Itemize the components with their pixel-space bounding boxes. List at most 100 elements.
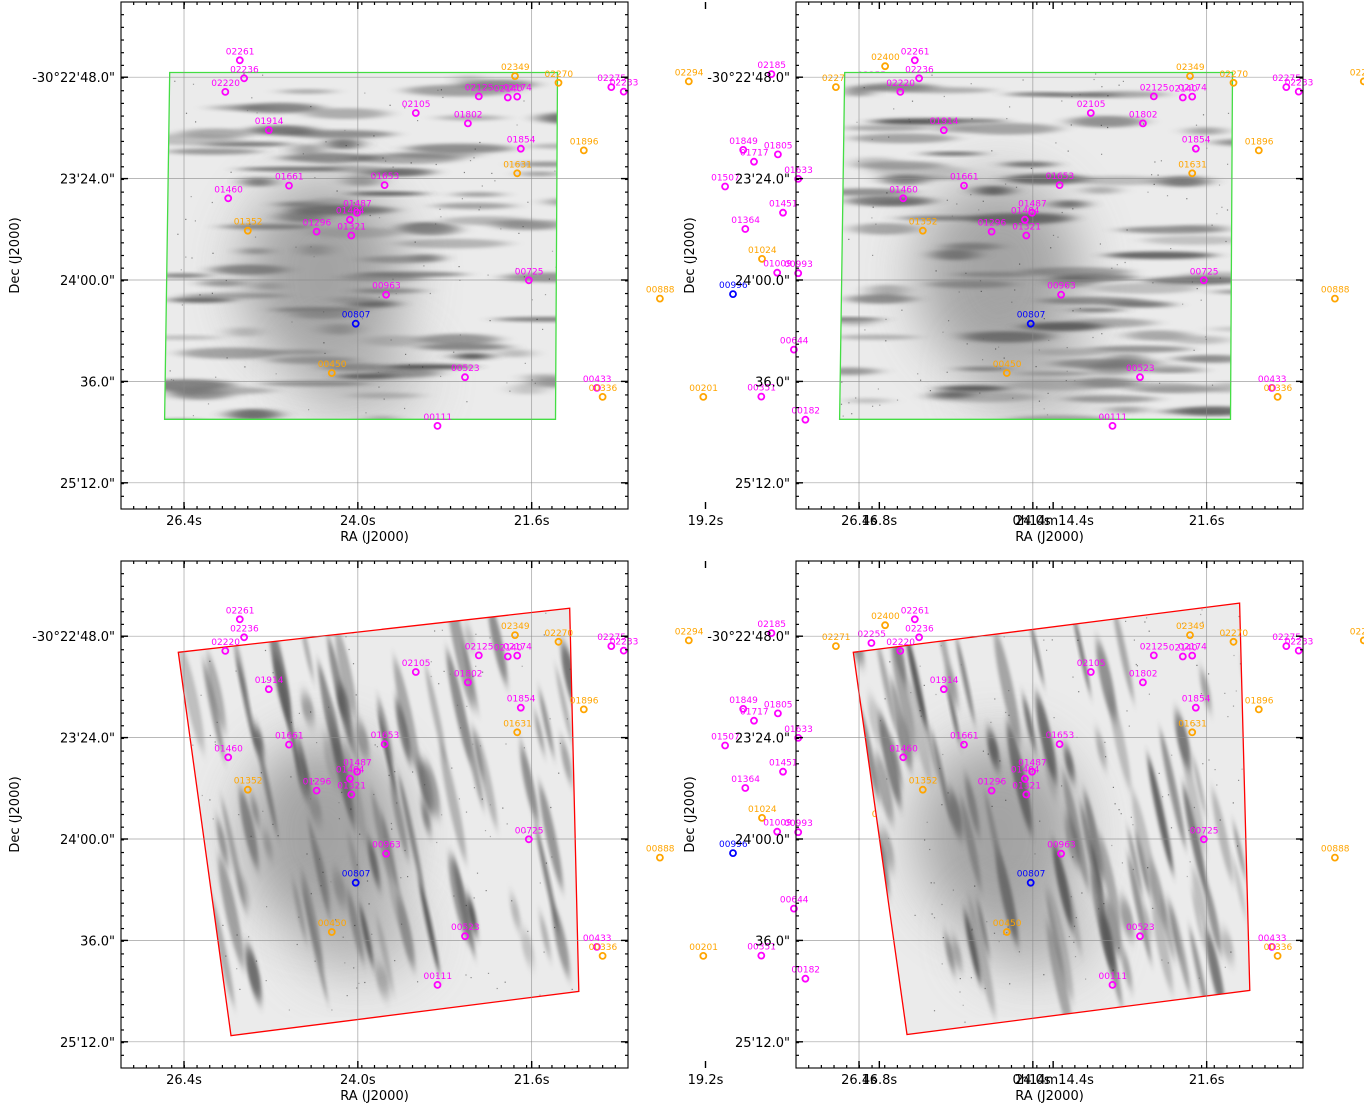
noise-speckle bbox=[371, 933, 373, 935]
noise-speckle bbox=[935, 693, 937, 696]
source-marker-01404 bbox=[345, 774, 354, 783]
source-marker-01914 bbox=[939, 126, 948, 135]
noise-speckle bbox=[1254, 744, 1255, 745]
noise-speckle bbox=[416, 437, 417, 438]
noise-speckle bbox=[867, 990, 869, 992]
noise-speckle bbox=[209, 734, 211, 737]
noise-speckle bbox=[122, 490, 123, 491]
noise-speckle bbox=[494, 1029, 496, 1031]
noise-speckle bbox=[345, 145, 347, 147]
spectral-trace bbox=[268, 356, 357, 364]
noise-speckle bbox=[835, 315, 836, 316]
noise-speckle bbox=[172, 581, 173, 582]
source-label-01296: 01296 bbox=[978, 778, 1007, 788]
spectral-trace bbox=[321, 323, 358, 335]
noise-speckle bbox=[1181, 623, 1184, 625]
source-marker-00182 bbox=[801, 415, 810, 424]
spectral-trace bbox=[954, 123, 1060, 135]
spectral-trace bbox=[1089, 345, 1190, 353]
y-tick-label: 36.0" bbox=[80, 934, 115, 949]
source-label-00888: 00888 bbox=[1321, 286, 1350, 296]
noise-speckle bbox=[1224, 692, 1226, 694]
spectral-trace bbox=[847, 398, 890, 404]
noise-speckle bbox=[1153, 183, 1155, 185]
spectral-trace bbox=[1211, 381, 1233, 393]
source-label-02233: 02233 bbox=[610, 638, 639, 648]
source-marker-02270 bbox=[554, 637, 563, 646]
noise-speckle bbox=[526, 1010, 528, 1012]
noise-speckle bbox=[216, 721, 218, 723]
noise-speckle bbox=[1257, 709, 1258, 710]
noise-speckle bbox=[799, 674, 800, 675]
noise-speckle bbox=[1016, 759, 1018, 761]
source-marker-01661 bbox=[285, 740, 293, 749]
noise-speckle bbox=[328, 706, 330, 708]
noise-speckle bbox=[394, 771, 396, 773]
source-label-01661: 01661 bbox=[950, 173, 979, 183]
noise-speckle bbox=[1057, 236, 1059, 238]
spectral-trace bbox=[179, 347, 283, 359]
source-marker-02233 bbox=[1294, 87, 1303, 96]
noise-speckle bbox=[566, 326, 567, 327]
source-label-02261: 02261 bbox=[901, 47, 930, 57]
x-tick-label: 19.2s bbox=[1363, 1073, 1364, 1088]
spectral-trace bbox=[1192, 868, 1208, 930]
source-marker-01352 bbox=[918, 226, 927, 235]
noise-speckle bbox=[982, 592, 983, 593]
noise-speckle bbox=[489, 835, 491, 838]
noise-speckle bbox=[813, 85, 814, 86]
noise-speckle bbox=[478, 209, 480, 211]
source-label-00644: 00644 bbox=[780, 896, 809, 906]
noise-speckle bbox=[173, 927, 174, 928]
source-marker-00996 bbox=[729, 849, 737, 858]
source-label-00725: 00725 bbox=[1190, 826, 1219, 836]
noise-speckle bbox=[400, 877, 402, 879]
noise-speckle bbox=[963, 185, 965, 187]
noise-speckle bbox=[1147, 12, 1148, 13]
noise-speckle bbox=[504, 981, 506, 983]
y-tick-label: 36.0" bbox=[755, 934, 790, 949]
spectral-trace bbox=[1119, 897, 1135, 939]
noise-speckle bbox=[256, 112, 258, 114]
noise-speckle bbox=[544, 294, 547, 296]
noise-speckle bbox=[207, 403, 210, 405]
x-tick-label: 19.2s bbox=[1363, 514, 1364, 529]
noise-speckle bbox=[888, 136, 890, 138]
noise-speckle bbox=[489, 637, 491, 639]
source-label-02125: 02125 bbox=[465, 642, 494, 652]
noise-speckle bbox=[810, 101, 811, 102]
noise-speckle bbox=[242, 479, 243, 480]
noise-speckle bbox=[607, 93, 608, 94]
spectral-trace bbox=[1130, 360, 1165, 365]
noise-speckle bbox=[1208, 759, 1210, 761]
noise-speckle bbox=[828, 245, 829, 246]
noise-speckle bbox=[1143, 123, 1145, 125]
noise-speckle bbox=[1188, 829, 1190, 831]
y-tick-label: 24'00.0" bbox=[735, 833, 790, 848]
source-label-02105: 02105 bbox=[1077, 659, 1106, 669]
spectral-trace bbox=[867, 284, 908, 297]
noise-speckle bbox=[1225, 240, 1227, 243]
noise-speckle bbox=[1056, 462, 1057, 463]
noise-speckle bbox=[871, 1060, 872, 1061]
noise-speckle bbox=[806, 792, 807, 793]
source-marker-01661 bbox=[285, 181, 293, 190]
noise-speckle bbox=[435, 223, 437, 225]
noise-speckle bbox=[214, 741, 216, 743]
spectral-trace bbox=[453, 192, 503, 197]
spectral-trace bbox=[304, 108, 388, 120]
noise-speckle bbox=[515, 267, 517, 270]
noise-speckle bbox=[163, 640, 164, 641]
noise-speckle bbox=[1200, 613, 1202, 616]
noise-speckle bbox=[806, 957, 807, 958]
source-marker-00963 bbox=[382, 849, 391, 858]
noise-speckle bbox=[391, 828, 393, 830]
noise-speckle bbox=[181, 988, 183, 990]
source-label-02275: 02275 bbox=[1272, 633, 1301, 643]
noise-speckle bbox=[214, 744, 217, 746]
noise-speckle bbox=[204, 589, 205, 590]
noise-speckle bbox=[473, 897, 475, 899]
spectral-trace bbox=[955, 271, 1033, 278]
noise-speckle bbox=[218, 5, 219, 6]
source-marker-01487 bbox=[353, 767, 362, 776]
